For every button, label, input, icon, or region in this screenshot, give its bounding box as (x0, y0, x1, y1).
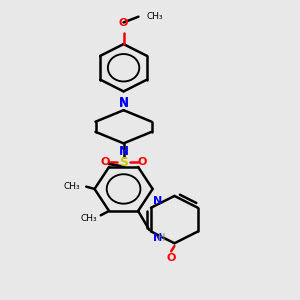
Text: O: O (101, 157, 110, 167)
Text: N: N (118, 96, 129, 109)
Text: N: N (153, 233, 162, 243)
Text: CH₃: CH₃ (81, 214, 98, 223)
Text: N: N (118, 145, 129, 158)
Text: O: O (137, 157, 146, 167)
Text: CH₃: CH₃ (63, 182, 80, 190)
Text: O: O (167, 254, 176, 263)
Text: CH₃: CH₃ (147, 12, 163, 21)
Text: N: N (118, 97, 129, 110)
Text: O: O (119, 18, 128, 28)
Text: H: H (158, 233, 166, 243)
Text: N: N (153, 196, 162, 206)
Text: S: S (119, 156, 128, 169)
